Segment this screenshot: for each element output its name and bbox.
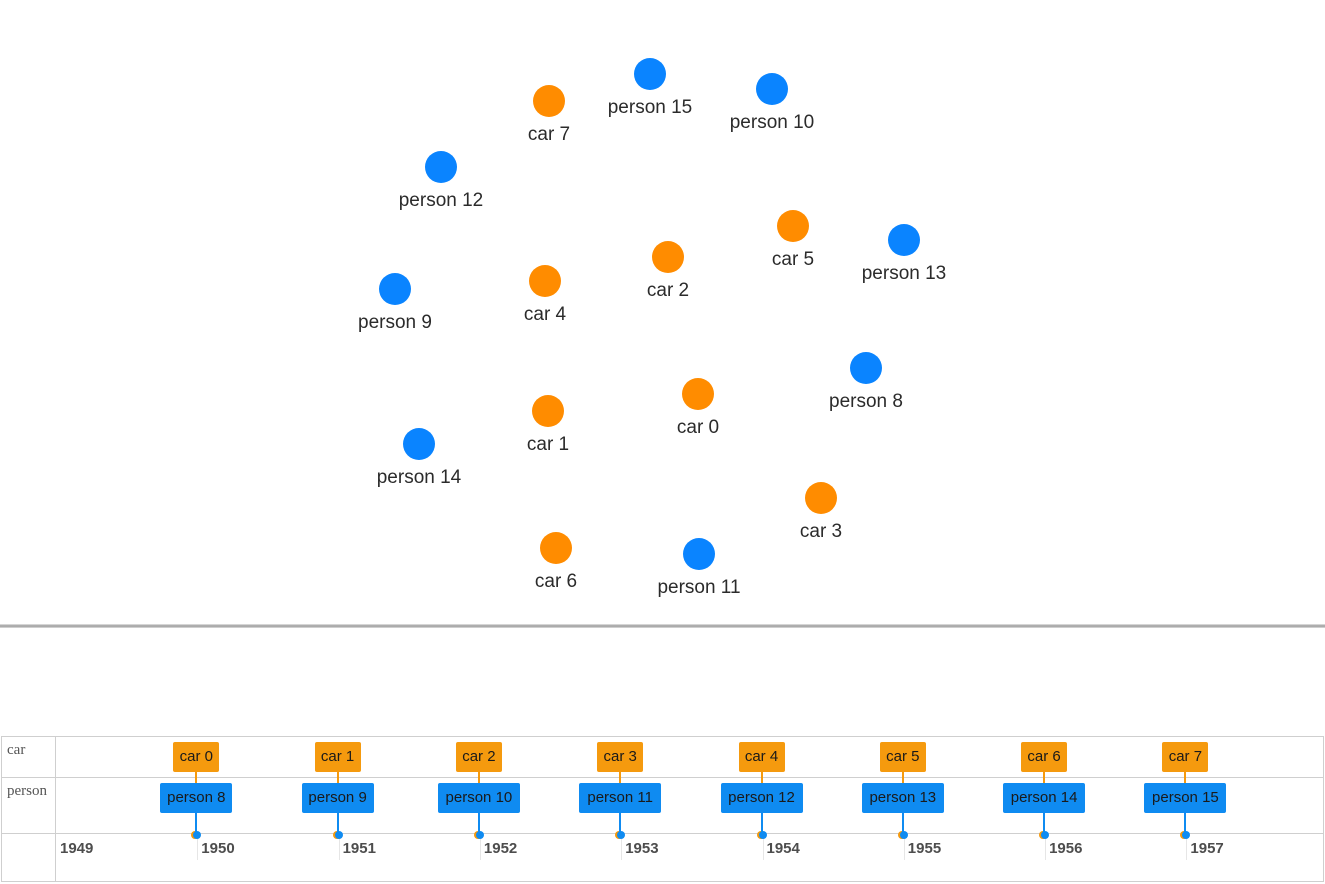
timeline-year-label: 1950 <box>201 840 235 857</box>
timeline-item-car[interactable]: car 5 <box>879 742 926 772</box>
person-item-stem <box>901 813 904 834</box>
person-item-dot <box>334 831 343 839</box>
person-item-dot <box>193 831 202 839</box>
graph-node-label: car 5 <box>771 249 815 270</box>
timeline-item-car[interactable]: car 1 <box>314 742 361 772</box>
person-node-dot[interactable] <box>403 428 435 460</box>
timeline-item-car[interactable]: car 4 <box>738 742 785 772</box>
timeline-item-person[interactable]: person 12 <box>720 783 803 813</box>
car-node-dot[interactable] <box>532 395 564 427</box>
graph-node-label: person 13 <box>861 263 947 284</box>
timeline-item-person[interactable]: person 14 <box>1003 783 1086 813</box>
person-item-dot <box>1182 831 1191 839</box>
person-item-dot <box>1041 831 1050 839</box>
car-node-dot[interactable] <box>533 85 565 117</box>
timeline-item-person[interactable]: person 15 <box>1144 783 1227 813</box>
graph-node-label: person 14 <box>376 467 462 488</box>
timeline-row-separator <box>56 833 1323 834</box>
timeline-item-person[interactable]: person 11 <box>579 783 662 813</box>
timeline-item-car[interactable]: car 0 <box>173 742 220 772</box>
timeline[interactable]: car person 1949 1950 1951 1952 1953 1954 1955 1… <box>1 736 1324 882</box>
network-graph[interactable]: car 0 car 1 car 2 car 3 car 4 car 5 car 6 car 7… <box>0 0 1325 626</box>
person-item-stem <box>1184 813 1187 834</box>
timeline-tick <box>621 834 623 860</box>
car-node-dot[interactable] <box>805 482 837 514</box>
timeline-year-label: 1949 <box>60 840 94 857</box>
person-item-dot <box>899 831 908 839</box>
timeline-tick <box>903 834 905 860</box>
timeline-item-car[interactable]: car 6 <box>1021 742 1068 772</box>
graph-node-label: car 6 <box>534 571 578 592</box>
graph-node-label: car 0 <box>676 417 720 438</box>
timeline-row-separator <box>56 777 1323 778</box>
graph-node-label: car 7 <box>527 124 571 145</box>
timeline-item-person[interactable]: person 9 <box>301 783 374 813</box>
graph-node-label: person 12 <box>398 190 484 211</box>
graph-node-label: person 15 <box>607 97 693 118</box>
graph-node-label: person 8 <box>829 391 903 412</box>
person-item-dot <box>758 831 767 839</box>
person-node-dot[interactable] <box>756 73 788 105</box>
timeline-item-car[interactable]: car 7 <box>1162 742 1209 772</box>
timeline-year-label: 1951 <box>342 840 376 857</box>
person-node-dot[interactable] <box>888 224 920 256</box>
car-node-dot[interactable] <box>682 378 714 410</box>
person-item-stem <box>619 813 622 834</box>
timeline-tick <box>479 834 481 860</box>
timeline-tick <box>1045 834 1047 860</box>
person-node-dot[interactable] <box>425 151 457 183</box>
timeline-year-label: 1954 <box>766 840 800 857</box>
timeline-year-label: 1957 <box>1190 840 1224 857</box>
car-node-dot[interactable] <box>652 241 684 273</box>
graph-node-label: car 4 <box>523 304 567 325</box>
graph-node-label: person 9 <box>358 312 432 333</box>
graph-node-label: car 1 <box>526 434 570 455</box>
car-node-dot[interactable] <box>540 532 572 564</box>
person-node-dot[interactable] <box>683 538 715 570</box>
timeline-year-label: 1956 <box>1049 840 1083 857</box>
timeline-group-label-car: car <box>2 737 56 778</box>
person-item-stem <box>477 813 480 834</box>
graph-node-label: person 11 <box>657 577 741 598</box>
timeline-item-person[interactable]: person 10 <box>437 783 520 813</box>
car-node-dot[interactable] <box>529 265 561 297</box>
timeline-tick <box>197 834 199 860</box>
timeline-year-label: 1952 <box>483 840 518 857</box>
timeline-axis-label-cell <box>2 834 56 881</box>
person-node-dot[interactable] <box>634 58 666 90</box>
timeline-item-person[interactable]: person 13 <box>861 783 944 813</box>
car-node-dot[interactable] <box>777 210 809 242</box>
person-item-stem <box>1043 813 1046 834</box>
timeline-year-label: 1955 <box>907 840 942 857</box>
person-node-dot[interactable] <box>850 352 882 384</box>
graph-node-label: car 2 <box>646 280 690 301</box>
person-item-dot <box>475 831 484 839</box>
timeline-year-label: 1953 <box>625 840 659 857</box>
panel-splitter[interactable] <box>0 624 1325 628</box>
person-item-stem <box>760 813 763 834</box>
timeline-item-person[interactable]: person 8 <box>160 783 233 813</box>
timeline-tick <box>338 834 340 860</box>
person-node-dot[interactable] <box>379 273 411 305</box>
person-item-stem <box>195 813 198 834</box>
person-item-stem <box>336 813 339 834</box>
graph-node-label: car 3 <box>799 521 843 542</box>
person-item-dot <box>617 831 626 839</box>
timeline-tick <box>762 834 764 860</box>
graph-node-label: person 10 <box>729 112 815 133</box>
timeline-item-car[interactable]: car 3 <box>597 742 644 772</box>
timeline-group-label-person: person <box>2 778 56 834</box>
timeline-tick <box>1186 834 1188 860</box>
timeline-item-car[interactable]: car 2 <box>455 742 502 772</box>
